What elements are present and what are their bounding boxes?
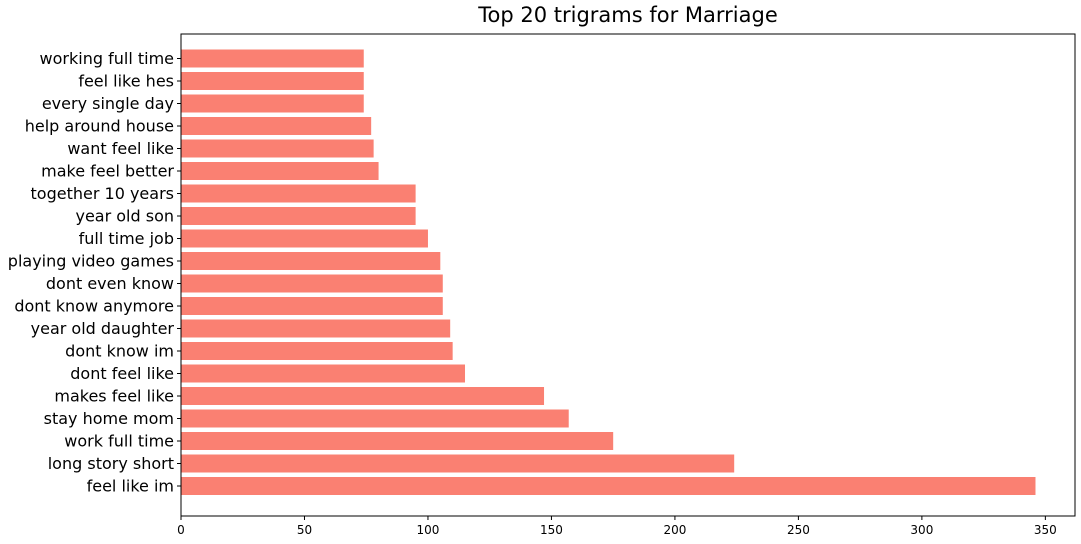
y-tick-label: every single day xyxy=(42,94,174,113)
y-tick-label: long story short xyxy=(48,454,174,473)
y-tick-label: help around house xyxy=(25,117,174,136)
x-tick-label: 0 xyxy=(177,523,185,537)
bar-full-time-job xyxy=(181,229,428,248)
bar-year-old-son xyxy=(181,207,416,225)
bars-group xyxy=(181,49,1036,495)
bar-dont-know-anymore xyxy=(181,297,443,315)
y-axis: feel like im long story short work full ti… xyxy=(8,49,181,496)
y-tick-label: want feel like xyxy=(67,139,174,158)
y-tick-label: together 10 years xyxy=(31,184,174,203)
x-tick-label: 150 xyxy=(540,523,563,537)
y-tick-label: dont even know xyxy=(46,274,174,293)
bar-year-old-daughter xyxy=(181,319,451,338)
y-tick-label: year old son xyxy=(75,207,174,226)
y-tick-label: feel like im xyxy=(87,477,174,496)
plot-frame xyxy=(180,33,1076,517)
bar-playing-video-games xyxy=(181,252,441,270)
bar-makes-feel-like xyxy=(181,387,545,405)
x-tick-label: 100 xyxy=(417,523,440,537)
bar-want-feel-like xyxy=(181,139,374,158)
bar-dont-know-im xyxy=(181,342,453,360)
bar-long-story-short xyxy=(181,454,735,473)
x-tick-label: 350 xyxy=(1034,523,1057,537)
x-axis: 0 50 100 150 200 250 300 350 xyxy=(177,516,1057,537)
y-tick-label: work full time xyxy=(64,432,174,451)
y-tick-label: full time job xyxy=(79,229,174,248)
y-tick-label: dont know anymore xyxy=(14,297,174,316)
bar-help-around-house xyxy=(181,117,372,135)
y-tick-label: make feel better xyxy=(41,162,174,181)
y-tick-label: playing video games xyxy=(8,252,174,271)
y-tick-label: year old daughter xyxy=(31,319,175,338)
y-tick-label: dont know im xyxy=(65,342,174,361)
bar-make-feel-better xyxy=(181,162,379,180)
bar-work-full-time xyxy=(181,432,614,450)
chart-title: Top 20 trigrams for Marriage xyxy=(477,3,778,27)
y-tick-label: working full time xyxy=(40,49,174,68)
x-tick-label: 300 xyxy=(910,523,933,537)
bar-working-full-time xyxy=(181,49,364,68)
bar-dont-even-know xyxy=(181,274,443,293)
bar-together-10-years xyxy=(181,184,416,203)
x-tick-label: 50 xyxy=(297,523,312,537)
bar-feel-like-hes xyxy=(181,72,364,90)
bar-feel-like-im xyxy=(181,477,1036,495)
y-tick-label: stay home mom xyxy=(44,409,174,428)
bar-every-single-day xyxy=(181,94,364,113)
y-tick-label: dont feel like xyxy=(70,364,174,383)
bar-dont-feel-like xyxy=(181,364,466,383)
bar-stay-home-mom xyxy=(181,409,569,428)
x-tick-label: 250 xyxy=(787,523,810,537)
x-tick-label: 200 xyxy=(663,523,686,537)
y-tick-label: feel like hes xyxy=(78,72,174,91)
y-tick-label: makes feel like xyxy=(54,387,174,406)
